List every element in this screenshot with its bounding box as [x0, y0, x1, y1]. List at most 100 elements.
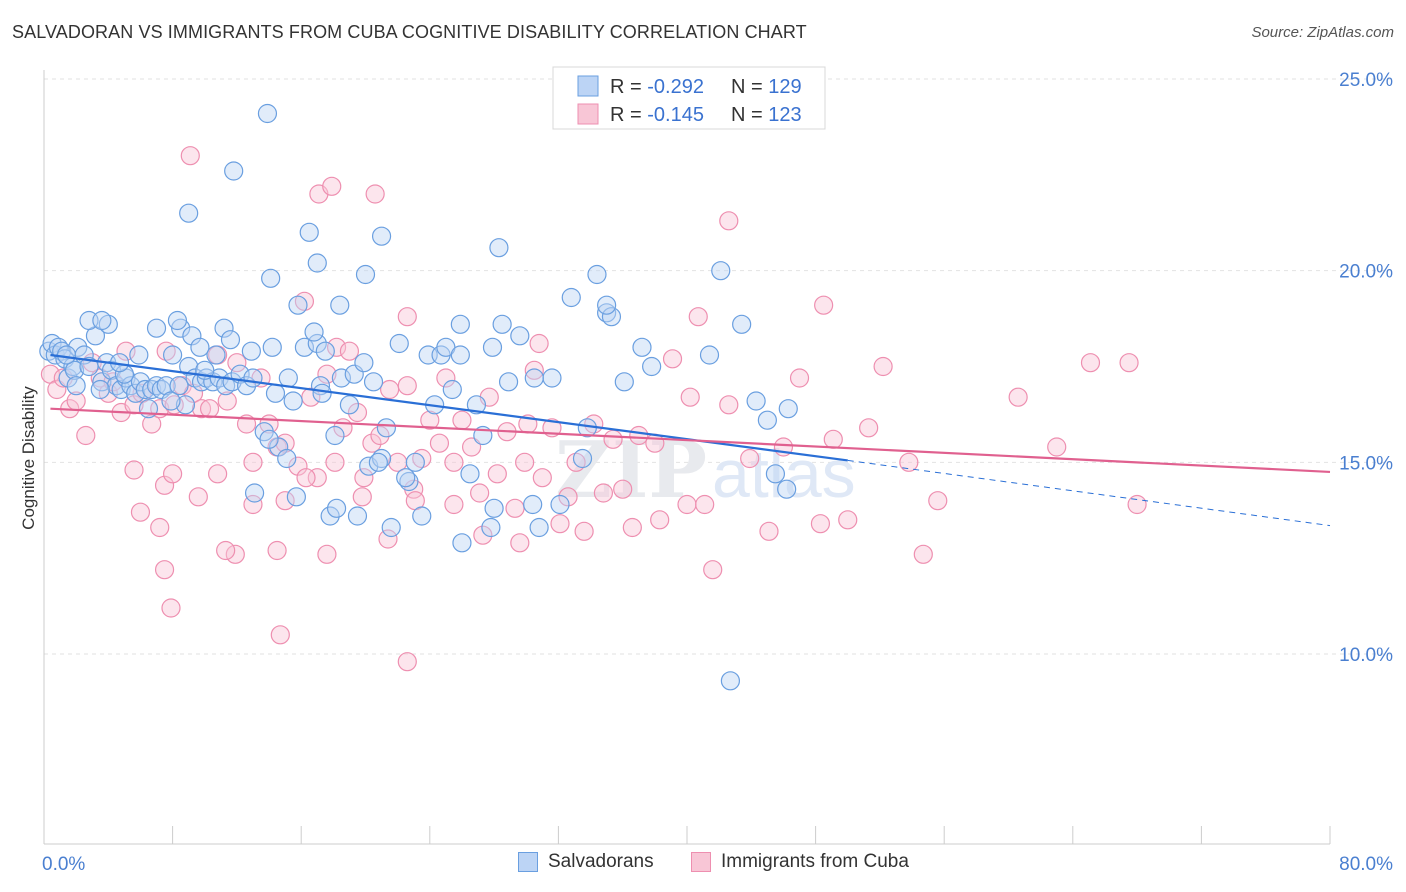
cuba-point-23 — [217, 391, 237, 411]
salvadoran-point-131 — [355, 264, 376, 285]
salvadoran-point-126 — [412, 506, 432, 526]
salvadoran-point-10 — [56, 345, 77, 365]
cuba-point-110 — [275, 491, 295, 511]
salvadoran-point-119 — [312, 383, 332, 403]
svg-text:R = -0.145: R = -0.145 — [610, 104, 704, 126]
legend-swatch-blue — [577, 75, 599, 97]
cuba-point-117 — [444, 494, 464, 515]
salvadoran-point-53 — [220, 330, 241, 350]
cuba-point-26 — [243, 452, 263, 472]
cuba-point-53 — [461, 437, 482, 457]
salvadoran-point-58 — [92, 310, 112, 331]
cuba-point-77 — [680, 387, 700, 407]
cuba-point-128 — [719, 211, 739, 231]
salvadoran-point-93 — [442, 379, 462, 400]
salvadoran-point-71 — [286, 487, 306, 507]
cuba-point-95 — [1080, 353, 1101, 373]
cuba-point-68 — [593, 483, 614, 503]
cuba-point-11 — [116, 341, 136, 361]
cuba-point-98 — [180, 146, 200, 166]
cuba-point-102 — [150, 517, 170, 538]
salvadoran-point-61 — [241, 341, 261, 361]
cuba-point-115 — [378, 529, 398, 549]
cuba-point-105 — [154, 475, 175, 495]
salvadoran-point-55 — [146, 318, 167, 338]
salvadoran-point-109 — [601, 307, 622, 327]
trend-line-salvadorans — [50, 353, 848, 462]
y-tick-label-1: 15.0% — [1339, 453, 1393, 474]
salvadoran-point-30 — [163, 345, 183, 365]
series-cuba-points — [40, 146, 1147, 672]
cuba-point-125 — [270, 625, 290, 645]
cuba-point-127 — [154, 560, 175, 580]
cuba-point-106 — [163, 464, 183, 484]
salvadoran-point-54 — [190, 337, 210, 357]
cuba-point-80 — [719, 395, 739, 415]
x-tick-label-max: 80.0% — [1339, 854, 1393, 875]
salvadoran-point-120 — [320, 506, 340, 526]
salvadoran-point-138 — [224, 161, 244, 181]
chart-title: SALVADORAN VS IMMIGRANTS FROM CUBA COGNI… — [12, 22, 807, 42]
salvadoran-point-145 — [732, 314, 752, 334]
salvadoran-point-86 — [389, 333, 409, 354]
salvadoran-point-9 — [68, 337, 88, 357]
legend-r-value-1: -0.292 — [647, 76, 704, 98]
salvadoran-point-141 — [597, 295, 617, 315]
cuba-point-58 — [505, 498, 525, 518]
cuba-point-63 — [550, 514, 570, 534]
series-salvadorans-points — [39, 103, 798, 691]
cuba-point-84 — [789, 368, 810, 388]
cuba-point-35 — [317, 364, 337, 384]
cuba-point-60 — [524, 360, 544, 380]
bottom-legend-label-cuba: Immigrants from Cuba — [721, 851, 909, 872]
salvadoran-point-76 — [315, 341, 335, 361]
salvadoran-point-74 — [304, 322, 324, 342]
salvadoran-point-50 — [182, 326, 202, 346]
salvadoran-point-19 — [111, 379, 131, 400]
cuba-point-24 — [227, 353, 247, 373]
cuba-point-114 — [352, 487, 372, 507]
cuba-point-20 — [191, 399, 212, 419]
bottom-legend-swatch-pink — [691, 852, 711, 872]
salvadoran-point-140 — [450, 314, 470, 334]
cuba-point-56 — [487, 464, 507, 484]
salvadoran-point-6 — [58, 368, 78, 388]
salvadoran-point-49 — [167, 310, 188, 331]
cuba-point-87 — [838, 510, 858, 530]
cuba-point-107 — [188, 487, 208, 507]
cuba-point-61 — [532, 468, 552, 488]
cuba-point-96 — [1119, 353, 1139, 373]
cuba-point-103 — [130, 502, 151, 522]
cuba-point-126 — [161, 598, 181, 618]
cuba-point-104 — [124, 460, 144, 480]
cuba-point-101 — [216, 540, 236, 561]
salvadoran-point-122 — [347, 506, 368, 526]
salvadoran-point-98 — [482, 337, 503, 357]
salvadoran-point-103 — [529, 517, 549, 538]
cuba-point-129 — [529, 333, 549, 354]
salvadoran-point-96 — [466, 395, 487, 415]
salvadoran-point-68 — [244, 483, 265, 503]
cuba-point-76 — [677, 494, 697, 515]
y-tick-label-2: 20.0% — [1339, 262, 1393, 283]
legend-n-value-2: 123 — [768, 104, 801, 126]
salvadoran-point-81 — [354, 353, 374, 373]
source-label: Source: ZipAtlas.com — [1251, 24, 1394, 41]
cuba-point-72 — [629, 425, 649, 446]
salvadoran-point-95 — [460, 464, 480, 484]
cuba-point-81 — [740, 448, 760, 469]
salvadoran-point-129 — [484, 498, 504, 518]
legend-r-label-2: R = — [610, 104, 647, 126]
svg-text:R = -0.292: R = -0.292 — [610, 76, 704, 98]
cuba-point-85 — [810, 514, 831, 534]
cuba-point-66 — [574, 521, 594, 541]
legend-r-label-1: R = — [610, 76, 647, 98]
legend-r-value-2: -0.145 — [647, 104, 704, 126]
salvadoran-point-116 — [765, 464, 786, 484]
cuba-point-50 — [436, 368, 456, 388]
salvadoran-point-110 — [614, 372, 634, 392]
salvadoran-point-22 — [126, 383, 146, 403]
salvadoran-point-124 — [381, 517, 401, 538]
salvadoran-point-69 — [259, 429, 279, 449]
